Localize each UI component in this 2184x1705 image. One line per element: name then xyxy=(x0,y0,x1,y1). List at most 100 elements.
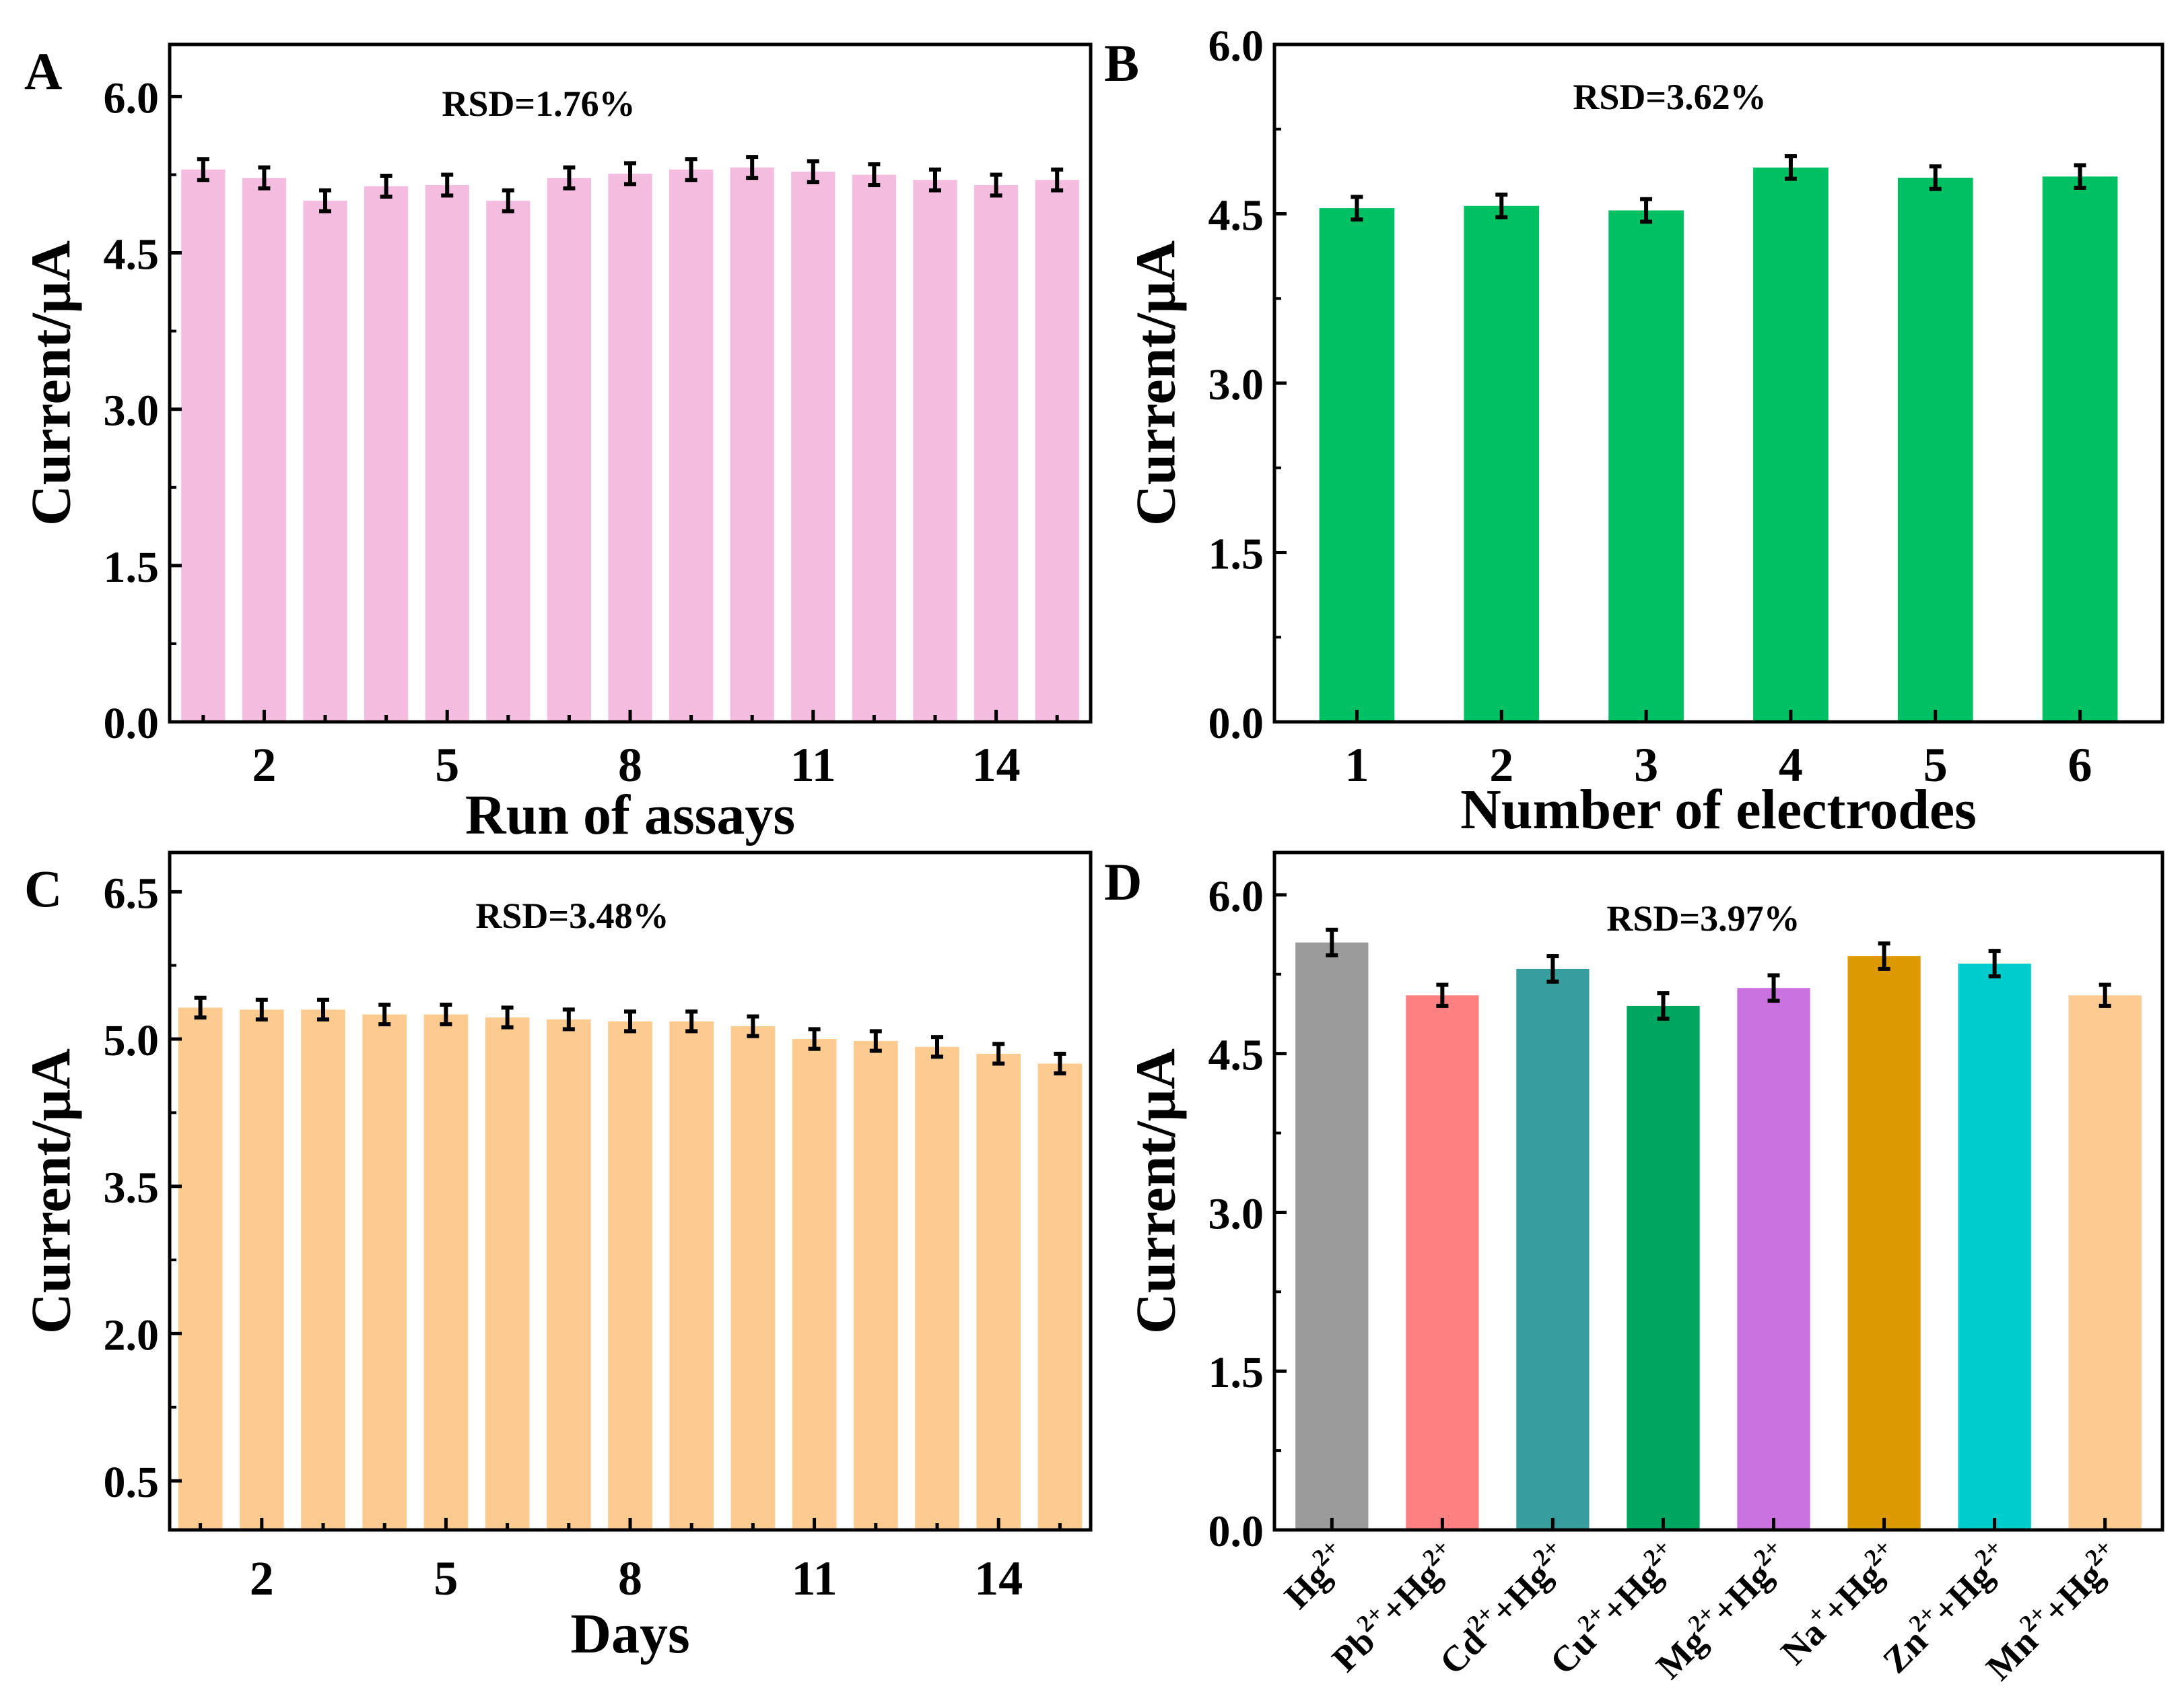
error-bar-C-14 xyxy=(992,1042,1005,1066)
bar-C-2 xyxy=(239,1009,284,1530)
ytick-label-C-4: 6.5 xyxy=(104,869,160,918)
bar-A-9 xyxy=(669,169,714,722)
bar-C-15 xyxy=(1037,1063,1083,1530)
error-bar-C-12 xyxy=(869,1029,882,1053)
xtick-label-C-14: 14 xyxy=(974,1551,1023,1605)
error-bar-A-8 xyxy=(624,161,636,187)
xlabel-A: Run of assays xyxy=(465,784,795,846)
bar-D-8 xyxy=(2068,995,2142,1530)
bar-C-9 xyxy=(669,1021,714,1530)
error-bar-C-11 xyxy=(808,1027,821,1051)
ytick-label-A-4: 6.0 xyxy=(104,73,160,123)
bar-A-12 xyxy=(852,174,896,722)
bar-B-2 xyxy=(1464,205,1540,723)
bar-B-6 xyxy=(2042,176,2118,722)
xtick-label-A-14: 14 xyxy=(972,738,1021,792)
annotation-B: RSD=3.62% xyxy=(1573,77,1766,117)
ytick-label-C-3: 5.0 xyxy=(104,1016,160,1065)
ytick-label-B-0: 0.0 xyxy=(1208,699,1264,748)
bar-D-1 xyxy=(1295,942,1369,1530)
error-bar-A-3 xyxy=(319,188,332,213)
error-bar-C-4 xyxy=(378,1002,391,1027)
xtick-label-A-11: 11 xyxy=(790,738,836,792)
ylabel-D: Current/μA xyxy=(1124,1048,1187,1334)
error-bar-D-7 xyxy=(1988,949,2001,978)
ylabel-B: Current/μA xyxy=(1124,240,1187,526)
ylabel-A: Current/μA xyxy=(20,240,82,526)
annotation-D: RSD=3.97% xyxy=(1606,898,1800,939)
error-bar-A-1 xyxy=(197,157,209,182)
panel-B: 0.0 1.5 3.0 4.5 6.0 Current/μA B RSD=3.62% 1 2 3 4 5… xyxy=(1104,22,2164,841)
bar-A-6 xyxy=(486,201,531,723)
error-bar-B-1 xyxy=(1351,195,1363,222)
error-bar-B-3 xyxy=(1640,197,1653,224)
bar-C-10 xyxy=(730,1026,776,1530)
ytick-label-A-0: 0.0 xyxy=(104,699,160,748)
bar-C-13 xyxy=(915,1046,959,1530)
xtick-label-B-3: 3 xyxy=(1634,738,1658,792)
bar-C-8 xyxy=(608,1021,652,1530)
bar-C-5 xyxy=(423,1014,469,1530)
error-bar-C-6 xyxy=(501,1005,514,1030)
error-bar-A-9 xyxy=(685,157,697,182)
bar-A-13 xyxy=(913,180,957,722)
xlabel-B: Number of electrodes xyxy=(1460,778,1977,841)
panel-C: 0.5 2.0 3.5 5.0 6.5 Current/μA C RSD=3.48% 2 5 8 11… xyxy=(20,850,1093,1665)
error-bar-A-4 xyxy=(380,174,393,199)
bar-C-14 xyxy=(976,1053,1021,1530)
bar-A-4 xyxy=(364,186,409,722)
bar-D-6 xyxy=(1847,956,1921,1530)
error-bar-C-7 xyxy=(562,1007,575,1032)
bar-C-1 xyxy=(178,1007,223,1530)
ytick-label-C-0: 0.5 xyxy=(104,1458,160,1507)
panel-letter-C: C xyxy=(24,859,62,918)
error-bar-B-6 xyxy=(2074,163,2086,190)
error-bar-C-5 xyxy=(440,1002,452,1027)
ytick-label-A-1: 1.5 xyxy=(104,543,160,592)
error-bar-C-15 xyxy=(1054,1051,1066,1076)
annotation-A: RSD=1.76% xyxy=(442,83,635,124)
error-bar-A-6 xyxy=(502,188,514,213)
error-bar-A-14 xyxy=(990,172,1002,198)
xtick-label-C-2: 2 xyxy=(250,1551,274,1605)
axis-frame-D xyxy=(1272,850,2164,1532)
error-bar-D-6 xyxy=(1878,941,1890,971)
xtick-label-A-8: 8 xyxy=(618,738,642,792)
bar-A-1 xyxy=(181,169,226,722)
xtick-label-B-6: 6 xyxy=(2068,738,2092,792)
error-bar-A-10 xyxy=(746,155,759,180)
xtick-label-B-2: 2 xyxy=(1489,738,1513,792)
error-bar-D-5 xyxy=(1767,973,1780,1003)
bar-A-5 xyxy=(425,185,469,722)
xtick-label-A-2: 2 xyxy=(252,738,276,792)
ytick-label-B-2: 3.0 xyxy=(1208,360,1264,409)
error-bar-D-4 xyxy=(1657,991,1670,1021)
annotation-C: RSD=3.48% xyxy=(475,896,669,936)
bar-C-11 xyxy=(792,1039,837,1530)
bar-A-15 xyxy=(1035,180,1079,722)
panel-letter-A: A xyxy=(24,42,62,100)
error-bar-A-11 xyxy=(807,159,819,185)
error-bar-B-4 xyxy=(1784,154,1797,181)
bar-A-14 xyxy=(974,185,1019,722)
ytick-label-D-1: 1.5 xyxy=(1208,1348,1264,1397)
error-bar-C-9 xyxy=(685,1009,698,1034)
bar-A-11 xyxy=(791,171,835,722)
bar-C-7 xyxy=(546,1019,591,1530)
bar-D-2 xyxy=(1406,995,1479,1530)
bar-A-8 xyxy=(608,173,652,723)
error-bar-A-15 xyxy=(1051,167,1064,193)
error-bar-B-2 xyxy=(1495,192,1508,220)
ytick-label-C-1: 2.0 xyxy=(104,1310,160,1360)
bar-C-12 xyxy=(853,1040,898,1530)
bar-A-3 xyxy=(303,201,347,723)
bar-D-5 xyxy=(1737,988,1810,1530)
error-bar-A-12 xyxy=(868,162,881,187)
error-bar-C-8 xyxy=(624,1009,636,1034)
error-bar-D-1 xyxy=(1326,927,1338,958)
error-bar-C-10 xyxy=(747,1014,759,1038)
bar-A-2 xyxy=(242,178,287,722)
error-bar-D-8 xyxy=(2098,982,2111,1008)
ytick-label-B-1: 1.5 xyxy=(1208,530,1264,579)
ylabel-C: Current/μA xyxy=(20,1048,82,1334)
